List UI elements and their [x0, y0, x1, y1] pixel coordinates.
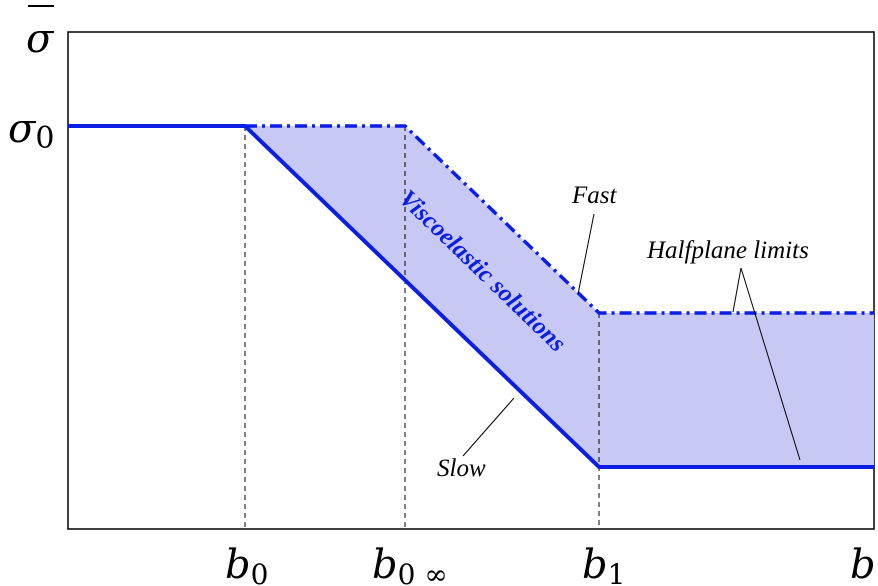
halfplane-leader-1 [732, 267, 742, 313]
y-tick-sub: 0 [35, 121, 54, 156]
x-tick-b0: b0 [225, 542, 268, 586]
slow-leader [462, 397, 515, 457]
slow-label: Slow [437, 455, 486, 482]
x-tick-b1: b1 [582, 542, 625, 586]
x-tick-b1-base: b [582, 542, 608, 586]
fast-curve [245, 124, 874, 315]
slow-curve [68, 124, 874, 469]
x-tick-b0inf-sub: 0 ∞ [398, 558, 448, 586]
y-axis-label: σ [26, 16, 55, 62]
y-tick-sigma0: σ0 [8, 106, 54, 156]
x-tick-b1-sub: 1 [608, 558, 626, 586]
y-tick-base: σ [8, 106, 37, 152]
fast-label: Fast [571, 182, 618, 209]
x-tick-b0-base: b [225, 542, 251, 586]
viscoelastic-region [245, 126, 874, 467]
x-tick-b0-sub: 0 [251, 558, 269, 586]
plot-frame [67, 31, 875, 530]
x-tick-b0inf: b0 ∞ [372, 542, 448, 586]
x-axis-label: b [850, 542, 876, 586]
x-tick-b0inf-base: b [372, 542, 398, 586]
halfplane-label: Halfplane limits [646, 237, 809, 264]
fast-leader [577, 213, 595, 295]
halfplane-leader-2 [740, 267, 801, 461]
